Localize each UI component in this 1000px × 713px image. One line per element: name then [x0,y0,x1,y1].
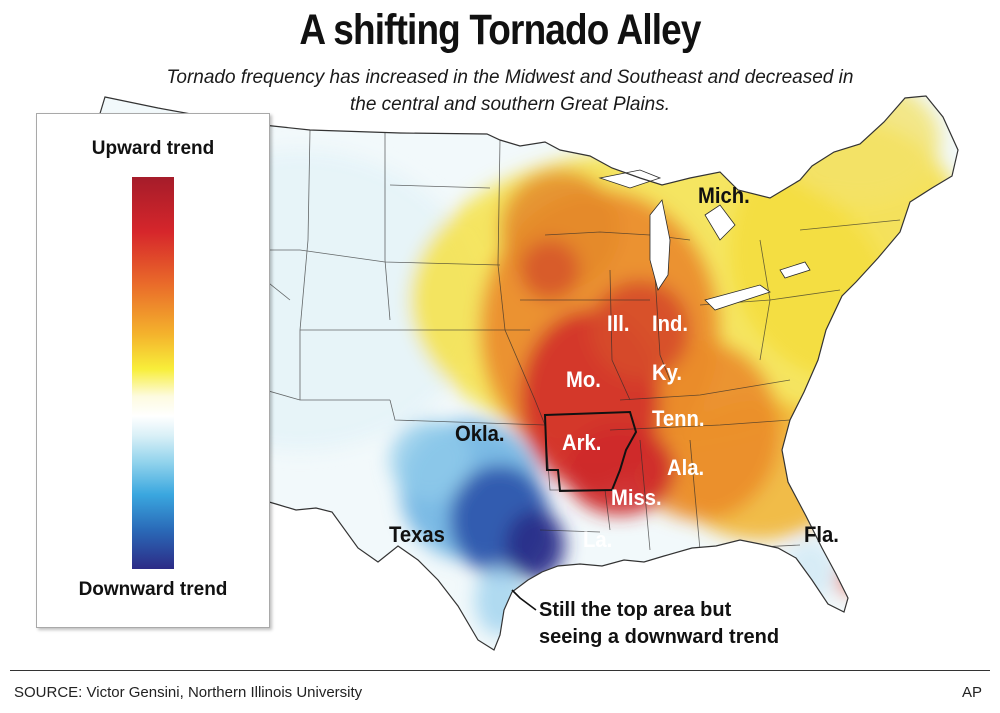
arkansas-outline [543,410,638,493]
label-kentucky: Ky. [652,360,683,385]
annotation-line-2: seeing a downward trend [539,626,780,648]
great-lakes [598,169,811,311]
label-florida: Fla. [804,522,839,547]
label-oklahoma: Okla. [455,421,505,446]
legend-downward-label: Downward trend [78,579,228,600]
trend-legend: Upward trend Downward trend [36,113,270,628]
label-texas: Texas [389,522,445,547]
label-louisiana: La. [583,527,613,552]
label-indiana: Ind. [652,311,688,336]
map-subtitle: Tornado frequency has increased in the M… [166,67,854,115]
legend-color-scale [132,177,174,569]
label-missouri: Mo. [566,367,601,392]
agency-credit: AP [961,684,982,701]
source-credit: SOURCE: Victor Gensini, Northern Illinoi… [14,684,363,701]
map-title: A shifting Tornado Alley [299,6,701,54]
texas-annotation: Still the top area but seeing a downward… [539,597,779,651]
label-alabama: Ala. [667,455,705,480]
label-tennessee: Tenn. [652,406,705,431]
footer-rule [10,670,990,671]
annotation-line-1: Still the top area but [539,599,732,621]
label-michigan: Mich. [698,183,750,208]
label-arkansas: Ark. [562,430,602,455]
label-mississippi: Miss. [611,485,662,510]
annotation-pointer [511,589,537,611]
label-illinois: Ill. [607,311,630,336]
legend-upward-label: Upward trend [91,138,215,159]
